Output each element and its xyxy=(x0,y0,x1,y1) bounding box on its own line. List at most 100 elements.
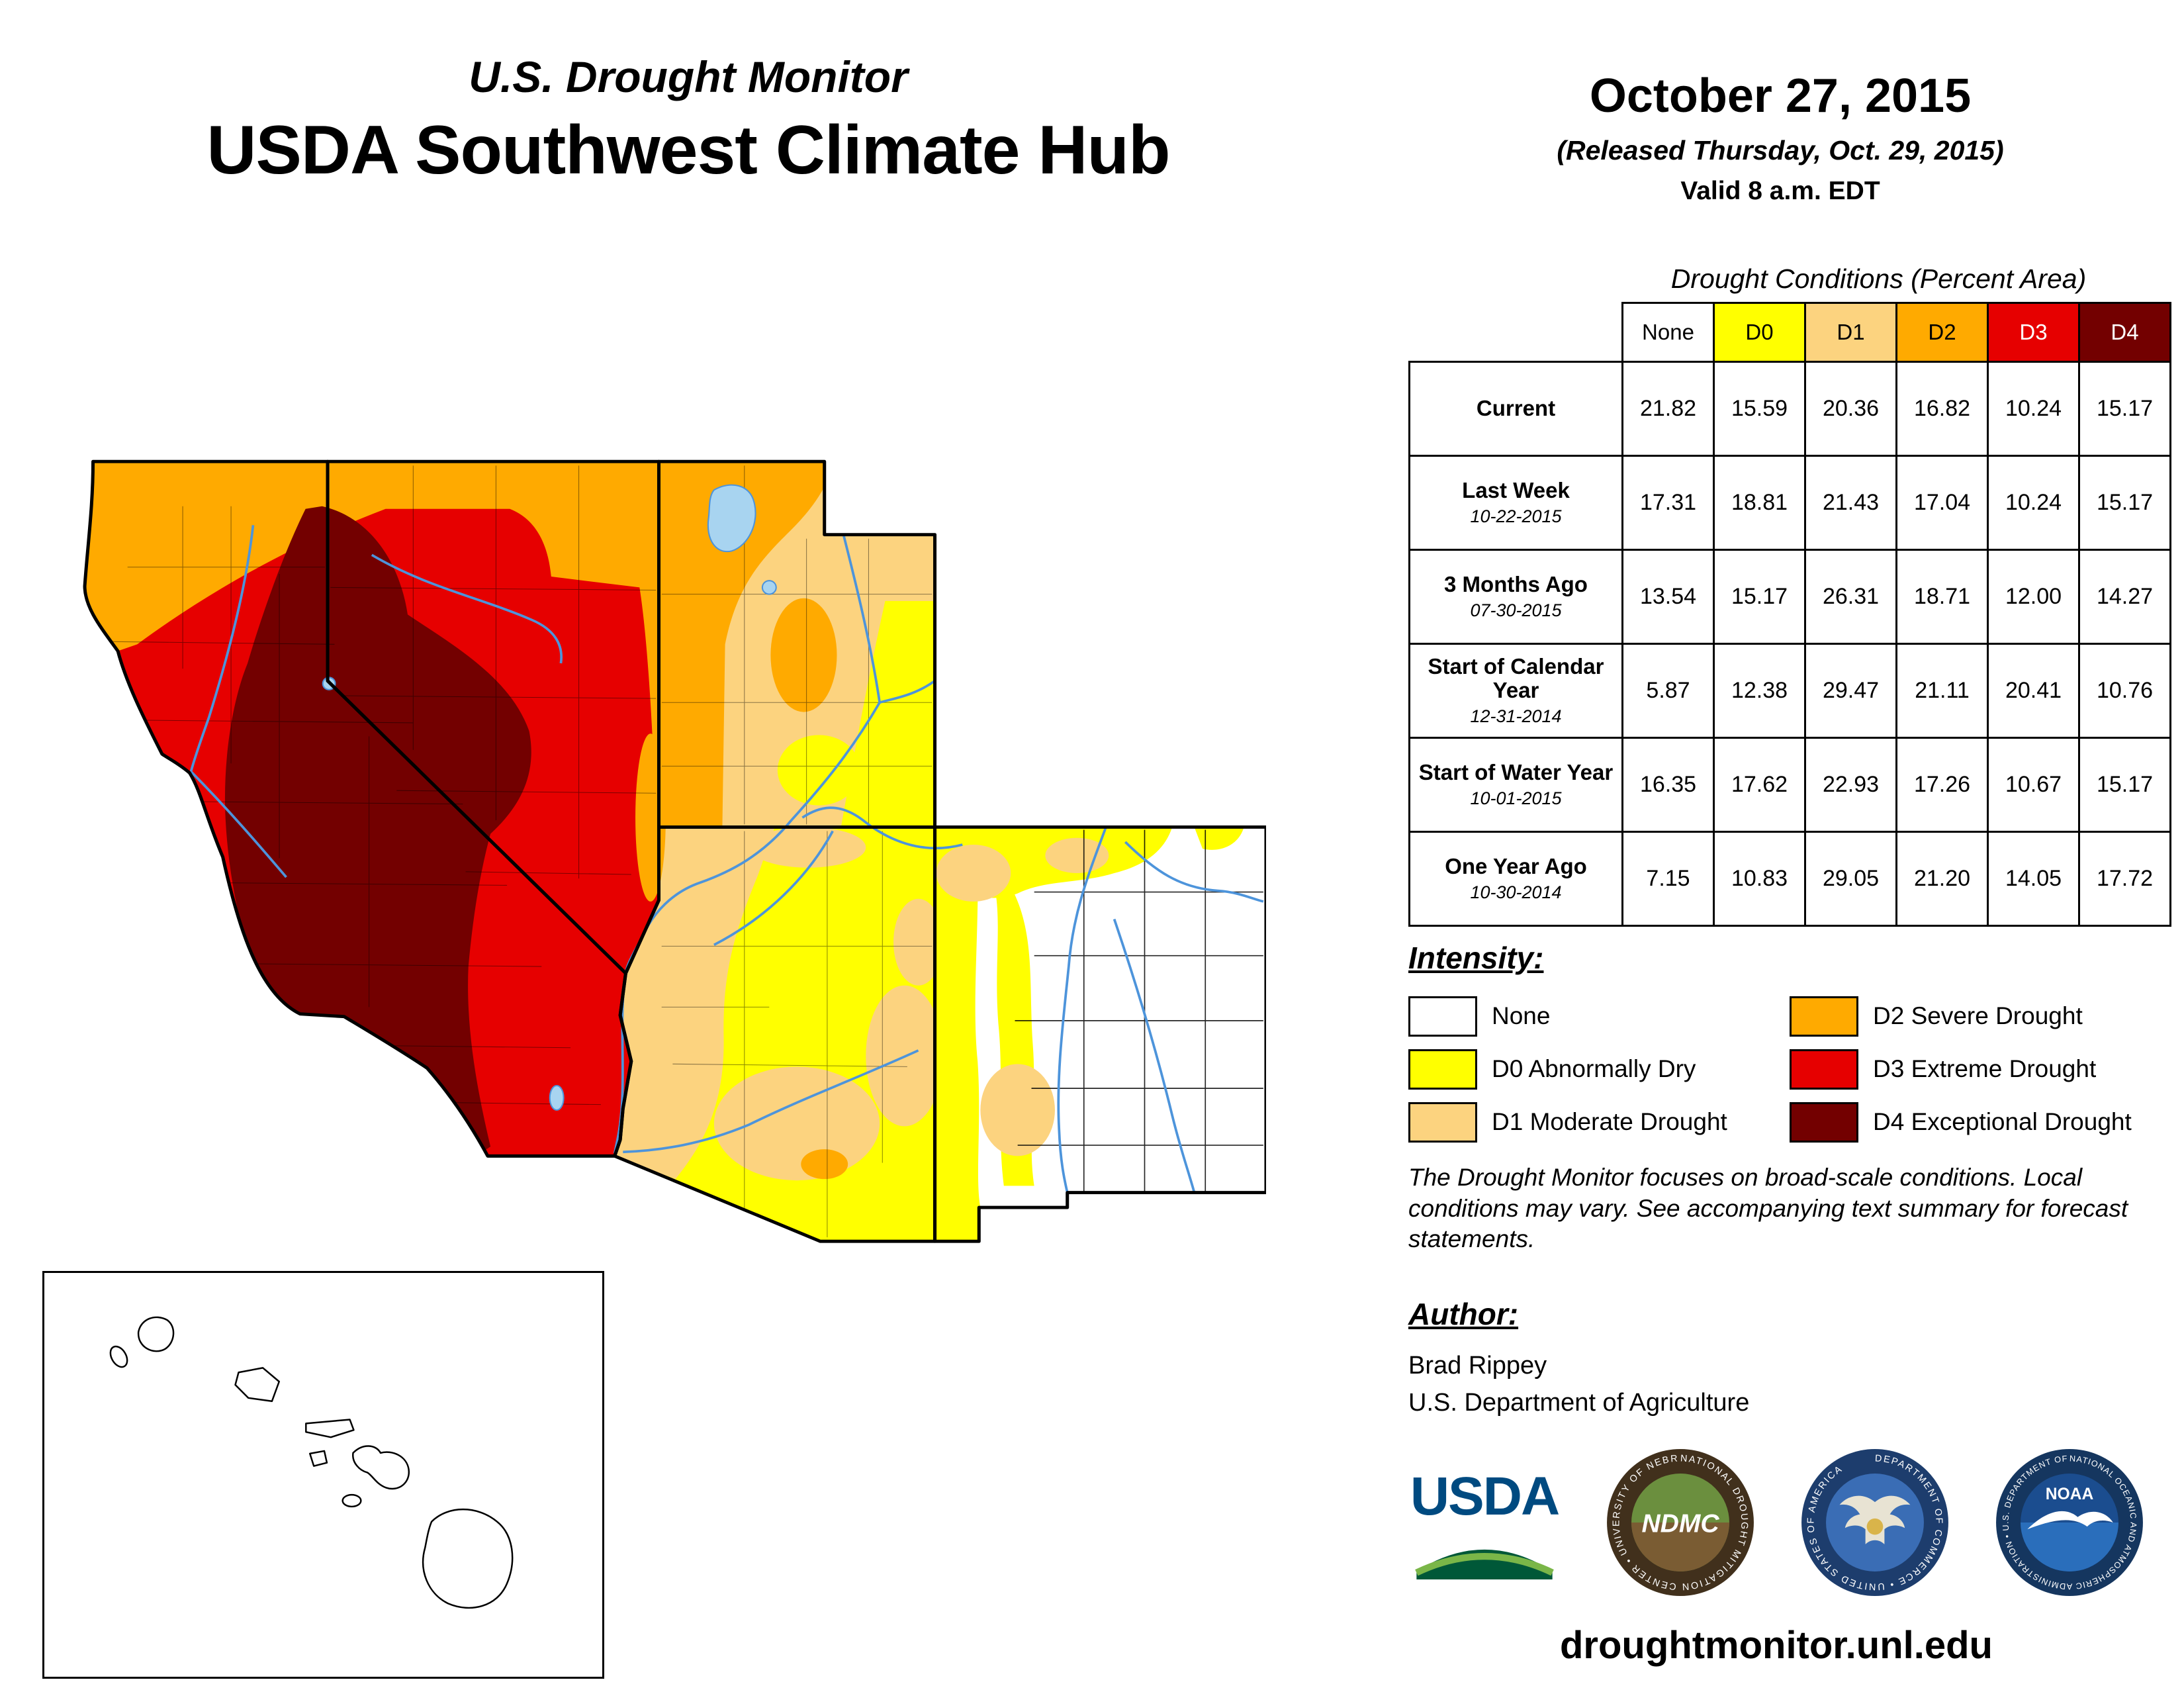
column-header-d2: D2 xyxy=(1895,302,1989,363)
value-cell: 22.93 xyxy=(1804,737,1897,833)
value-cell: 15.17 xyxy=(1713,549,1806,645)
map-date: October 27, 2015 xyxy=(1589,70,1972,122)
legend-item-d2: D2 Severe Drought xyxy=(1790,990,2132,1043)
value-cell: 26.31 xyxy=(1804,549,1897,645)
legend-swatch-d4 xyxy=(1790,1102,1858,1143)
legend-item-d4: D4 Exceptional Drought xyxy=(1790,1096,2132,1149)
value-cell: 17.31 xyxy=(1621,455,1715,551)
row-label-cell: Start of Calendar Year 12-31-2014 xyxy=(1408,643,1623,739)
author-organization: U.S. Department of Agriculture xyxy=(1408,1389,1750,1417)
disclaimer-text: The Drought Monitor focuses on broad-sca… xyxy=(1408,1164,2128,1253)
legend-label: D1 Moderate Drought xyxy=(1492,1108,1727,1135)
table-row: Last Week 10-22-2015 17.31 18.81 21.43 17.04 1… xyxy=(1408,455,2171,551)
row-label-cell: Last Week 10-22-2015 xyxy=(1408,455,1623,551)
row-label-cell: 3 Months Ago 07-30-2015 xyxy=(1408,549,1623,645)
rivers xyxy=(189,471,1264,1194)
island-lanai xyxy=(308,1450,328,1467)
value-cell: 29.05 xyxy=(1804,831,1897,927)
value-cell: 10.83 xyxy=(1713,831,1806,927)
value-cell: 14.27 xyxy=(2078,549,2171,645)
column-header-none: None xyxy=(1621,302,1715,363)
legend-swatch-none xyxy=(1408,996,1477,1037)
island-kauai xyxy=(137,1316,175,1352)
value-cell: 17.26 xyxy=(1895,737,1989,833)
author-name: Brad Rippey xyxy=(1408,1352,1547,1380)
page-title: USDA Southwest Climate Hub xyxy=(206,112,1170,189)
utah-lake xyxy=(761,580,777,595)
state-borders xyxy=(83,459,1266,1243)
value-cell: 21.82 xyxy=(1621,361,1715,457)
legend-label: D3 Extreme Drought xyxy=(1873,1055,2097,1082)
table-title: Drought Conditions (Percent Area) xyxy=(1670,263,2087,294)
value-cell: 17.72 xyxy=(2078,831,2171,927)
county-borders xyxy=(109,465,933,1238)
legend-swatch-d2 xyxy=(1790,996,1858,1037)
commerce-logo: DEPARTMENT OF COMMERCE • UNITED STATES O… xyxy=(1801,1449,1948,1596)
state-california xyxy=(83,459,633,1158)
value-cell: 29.47 xyxy=(1804,643,1897,739)
value-cell: 20.41 xyxy=(1987,643,2080,739)
value-cell: 17.04 xyxy=(1895,455,1989,551)
table-row: 3 Months Ago 07-30-2015 13.54 15.17 26.31 18.… xyxy=(1408,549,2171,645)
value-cell: 21.43 xyxy=(1804,455,1897,551)
valid-time: Valid 8 a.m. EDT xyxy=(1680,177,1880,205)
legend-swatch-d0 xyxy=(1408,1049,1477,1090)
column-header-d0: D0 xyxy=(1713,302,1806,363)
table-row: Start of Calendar Year 12-31-2014 5.87 12.3… xyxy=(1408,643,2171,739)
legend-title: Intensity: xyxy=(1408,941,1544,975)
legend-label: D2 Severe Drought xyxy=(1873,1002,2083,1029)
table-corner-cell xyxy=(1409,303,1623,362)
value-cell: 10.24 xyxy=(1987,455,2080,551)
legend-label: D0 Abnormally Dry xyxy=(1492,1055,1696,1082)
great-salt-lake xyxy=(707,484,756,553)
island-kahoolawe xyxy=(341,1493,362,1508)
island-molokai xyxy=(305,1419,355,1438)
noaa-logo-text: NOAA xyxy=(2046,1485,2094,1503)
column-header-d4: D4 xyxy=(2078,302,2171,363)
hawaii-inset xyxy=(42,1271,604,1679)
value-cell: 10.24 xyxy=(1987,361,2080,457)
value-cell: 20.36 xyxy=(1804,361,1897,457)
ndmc-logo-text: NDMC xyxy=(1641,1509,1719,1538)
value-cell: 13.54 xyxy=(1621,549,1715,645)
value-cell: 16.35 xyxy=(1621,737,1715,833)
island-hawaii xyxy=(422,1509,514,1609)
legend-swatch-d1 xyxy=(1408,1102,1477,1143)
value-cell: 18.81 xyxy=(1713,455,1806,551)
value-cell: 10.76 xyxy=(2078,643,2171,739)
value-cell: 18.71 xyxy=(1895,549,1989,645)
legend-item-d1: D1 Moderate Drought xyxy=(1408,1096,1790,1149)
state-new-mexico xyxy=(933,825,1266,1243)
table-row: One Year Ago 10-30-2014 7.15 10.83 29.05 21.2… xyxy=(1408,831,2171,927)
table-row: Current 21.82 15.59 20.36 16.82 10.24 15.17 xyxy=(1408,361,2171,457)
row-label-cell: Current xyxy=(1408,361,1623,457)
value-cell: 10.67 xyxy=(1987,737,2080,833)
value-cell: 5.87 xyxy=(1621,643,1715,739)
legend-label: D4 Exceptional Drought xyxy=(1873,1108,2132,1135)
drought-map xyxy=(83,459,1266,1243)
value-cell: 15.17 xyxy=(2078,455,2171,551)
row-label-cell: Start of Water Year 10-01-2015 xyxy=(1408,737,1623,833)
legend-item-none: None xyxy=(1408,990,1790,1043)
column-header-d1: D1 xyxy=(1804,302,1897,363)
table-row: Start of Water Year 10-01-2015 16.35 17.62 2… xyxy=(1408,737,2171,833)
legend-item-d0: D0 Abnormally Dry xyxy=(1408,1043,1790,1096)
author-heading: Author: xyxy=(1408,1297,1519,1331)
column-header-d3: D3 xyxy=(1987,302,2080,363)
value-cell: 16.82 xyxy=(1895,361,1989,457)
legend-grid: None D0 Abnormally Dry D1 Moderate Drought… xyxy=(1408,990,2132,1149)
table-header-row: None D0 D1 D2 D3 D4 xyxy=(1409,302,2171,363)
legend-swatch-d3 xyxy=(1790,1049,1858,1090)
title-block: U.S. Drought Monitor USDA Southwest Clim… xyxy=(26,52,1350,190)
conditions-table: None D0 D1 D2 D3 D4 Current 21.82 15.59 20.36 16.8… xyxy=(1408,302,2171,927)
value-cell: 17.62 xyxy=(1713,737,1806,833)
value-cell: 21.20 xyxy=(1895,831,1989,927)
island-oahu xyxy=(234,1367,281,1403)
hawaii-map xyxy=(109,1316,514,1609)
salton-sea xyxy=(549,1085,565,1111)
value-cell: 15.17 xyxy=(2078,737,2171,833)
legend-label: None xyxy=(1492,1002,1551,1029)
date-block: October 27, 2015 (Released Thursday, Oct… xyxy=(1416,69,2144,206)
usda-logo: USDA xyxy=(1408,1447,1561,1598)
island-maui xyxy=(352,1445,410,1490)
